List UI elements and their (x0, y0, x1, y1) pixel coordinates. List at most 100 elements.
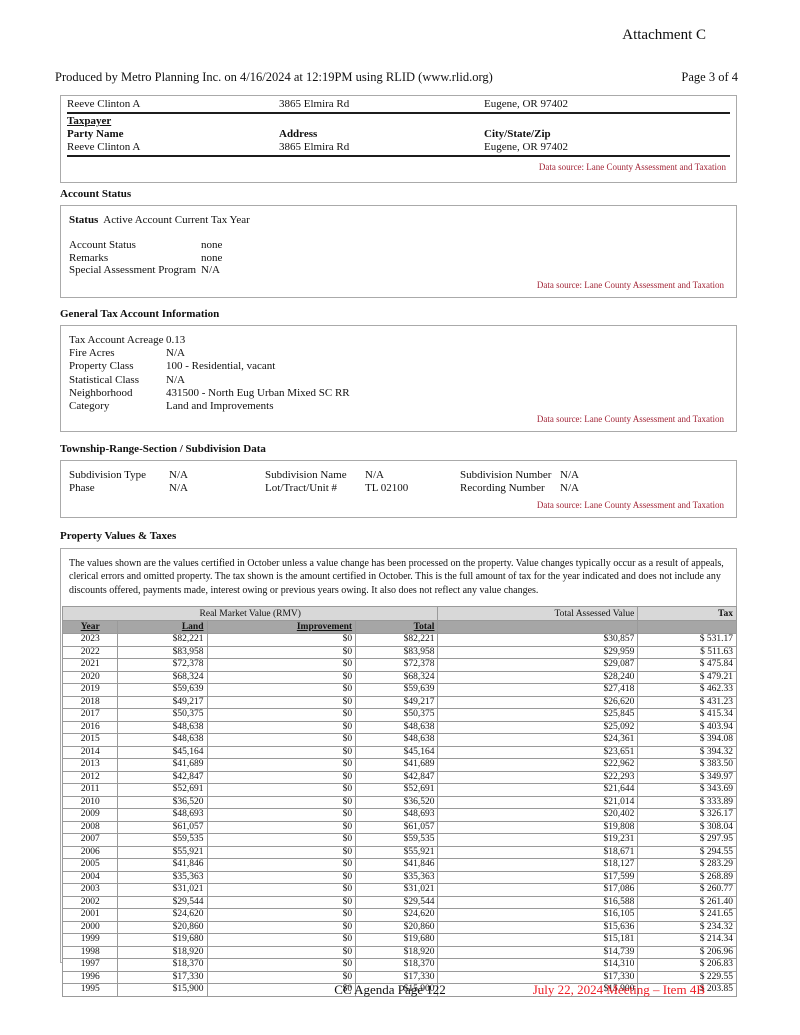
cell-improvement: $0 (206, 795, 357, 810)
party-name: Reeve Clinton A (67, 98, 141, 110)
account-status-box: Status Active Account Current Tax Year A… (60, 205, 737, 298)
party-address: 3865 Elmira Rd (279, 98, 350, 110)
cell-land: $41,689 (117, 758, 208, 772)
field-row: Account Status none (69, 239, 728, 252)
field-label: Subdivision Type (69, 469, 146, 481)
cell-total: $61,057 (355, 820, 439, 835)
cell-improvement: $0 (206, 670, 357, 685)
footer-agenda-page: CC Agenda Page 122 (334, 982, 446, 997)
cell-tax: $ 415.34 (637, 708, 737, 722)
cell-land: $17,330 (117, 970, 208, 985)
cell-year: 2007 (61, 833, 119, 847)
cell-improvement: $0 (206, 783, 357, 797)
general-tax-fields: Tax Account Acreage 0.13 Fire Acres N/A … (69, 334, 728, 413)
cell-year: 2008 (61, 820, 119, 835)
cell-assessed: $24,361 (437, 733, 639, 747)
cell-assessed: $22,962 (437, 758, 639, 772)
cell-assessed: $20,402 (437, 808, 639, 822)
cell-improvement: $0 (206, 683, 357, 697)
property-values-box: The values shown are the values certifie… (60, 548, 737, 997)
cell-year: 2001 (61, 908, 119, 922)
field-label: Subdivision Name (265, 469, 347, 481)
cell-year: 2016 (61, 720, 119, 735)
cell-year: 2015 (61, 733, 119, 747)
field-row: Remarks none (69, 252, 728, 265)
cell-year: 2014 (61, 745, 119, 760)
property-values-table: Real Market Value (RMV) Total Assessed V… (61, 606, 737, 997)
cell-year: 1996 (61, 970, 119, 985)
cell-assessed: $19,808 (437, 820, 639, 835)
cell-land: $72,378 (117, 658, 208, 672)
cell-year: 1997 (61, 958, 119, 972)
field-label: Special Assessment Program (69, 264, 197, 277)
divider (67, 112, 730, 114)
table-row: 2020 $68,324 $0 $68,324 $28,240 $ 479.21 (61, 670, 737, 685)
status-value: Active Account Current Tax Year (103, 214, 250, 226)
cell-year: 2010 (61, 795, 119, 810)
cell-assessed: $22,293 (437, 770, 639, 785)
cell-assessed: $15,900 (437, 983, 639, 997)
cell-tax: $ 475.84 (637, 658, 737, 672)
cell-assessed: $23,651 (437, 745, 639, 760)
property-values-description: The values shown are the values certifie… (69, 558, 724, 596)
table-row: 2000 $20,860 $0 $20,860 $15,636 $ 234.32 (61, 920, 737, 935)
table-row: 2014 $45,164 $0 $45,164 $23,651 $ 394.32 (61, 745, 737, 760)
cell-land: $15,900 (117, 983, 208, 997)
field-row: Property Class 100 - Residential, vacant (69, 360, 728, 373)
cell-total: $31,021 (355, 883, 439, 897)
field-row: Fire Acres N/A (69, 347, 728, 360)
field-label: Lot/Tract/Unit # (265, 482, 338, 494)
data-source-note: Data source: Lane County Assessment and … (536, 280, 724, 290)
field-value: N/A (560, 482, 579, 494)
cell-tax: $ 203.85 (637, 983, 737, 997)
cell-total: $41,846 (355, 858, 439, 872)
cell-tax: $ 349.97 (637, 770, 737, 785)
cell-tax: $ 241.65 (637, 908, 737, 922)
cell-land: $41,846 (117, 858, 208, 872)
cell-assessed: $15,181 (437, 933, 639, 947)
group-header-tax: Tax (637, 606, 737, 622)
cell-total: $29,544 (355, 895, 439, 910)
cell-land: $82,221 (117, 633, 208, 647)
data-source-note: Data source: Lane County Assessment and … (538, 162, 726, 172)
cell-improvement: $0 (206, 770, 357, 785)
cell-total: $55,921 (355, 845, 439, 860)
cell-improvement: $0 (206, 895, 357, 910)
table-row: 2012 $42,847 $0 $42,847 $22,293 $ 349.97 (61, 770, 737, 785)
cell-land: $20,860 (117, 920, 208, 935)
table-row: 2015 $48,638 $0 $48,638 $24,361 $ 394.08 (61, 733, 737, 747)
cell-total: $82,221 (355, 633, 439, 647)
cell-improvement: $0 (206, 945, 357, 960)
cell-improvement: $0 (206, 758, 357, 772)
cell-year: 1999 (61, 933, 119, 947)
cell-assessed: $27,418 (437, 683, 639, 697)
table-row: 2022 $83,958 $0 $83,958 $29,959 $ 511.63 (61, 645, 737, 660)
cell-assessed: $29,087 (437, 658, 639, 672)
col-city: City/State/Zip (484, 128, 551, 140)
cell-land: $83,958 (117, 645, 208, 660)
table-row: 2002 $29,544 $0 $29,544 $16,588 $ 261.40 (61, 895, 737, 910)
field-value: N/A (166, 373, 185, 386)
group-header-assessed: Total Assessed Value (437, 606, 639, 622)
field-value: N/A (201, 264, 220, 277)
cell-improvement: $0 (206, 733, 357, 747)
document-header: Produced by Metro Planning Inc. on 4/16/… (55, 70, 738, 85)
field-label: Remarks (69, 251, 109, 264)
cell-improvement: $0 (206, 708, 357, 722)
taxpayer-row: Reeve Clinton A 3865 Elmira Rd Eugene, O… (67, 141, 730, 154)
cell-improvement: $0 (206, 833, 357, 847)
cell-year: 2009 (61, 808, 119, 822)
cell-land: $18,370 (117, 958, 208, 972)
cell-land: $49,217 (117, 695, 208, 710)
cell-tax: $ 394.32 (637, 745, 737, 760)
cell-improvement: $0 (206, 958, 357, 972)
party-address: 3865 Elmira Rd (279, 141, 350, 153)
cell-year: 2011 (61, 783, 119, 797)
cell-total: $35,363 (355, 870, 439, 885)
table-row: 1999 $19,680 $0 $19,680 $15,181 $ 214.34 (61, 933, 737, 947)
cell-assessed: $17,086 (437, 883, 639, 897)
field-row: Tax Account Acreage 0.13 (69, 334, 728, 347)
field-label: Neighborhood (69, 386, 133, 399)
cell-total: $42,847 (355, 770, 439, 785)
table-row: 1998 $18,920 $0 $18,920 $14,739 $ 206.96 (61, 945, 737, 960)
